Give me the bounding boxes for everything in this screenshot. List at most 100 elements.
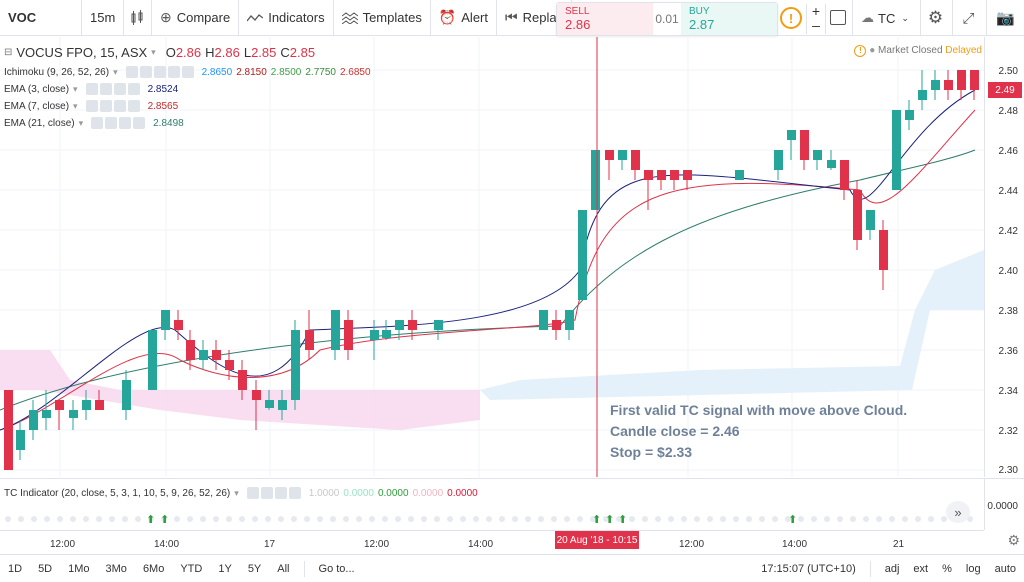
tc-indicator-pane[interactable]: TC Indicator (20, close, 5, 3, 1, 10, 5,… [0, 478, 984, 530]
signal-arrow-icon: ⬆ [605, 513, 614, 526]
indicator-axis[interactable]: 0.0000 [984, 478, 1024, 530]
fullscreen-arrows-icon[interactable]: ⤢ [952, 0, 984, 36]
scroll-to-realtime-button[interactable]: » [946, 501, 970, 523]
eye-icon[interactable] [85, 100, 98, 112]
settings-icon[interactable] [99, 100, 112, 112]
add-icon[interactable] [113, 100, 126, 112]
remove-icon[interactable] [127, 83, 140, 95]
indicator-controls[interactable] [85, 83, 140, 95]
range-5d[interactable]: 5D [38, 562, 53, 575]
format-icon[interactable] [274, 487, 287, 499]
indicator-controls[interactable] [85, 100, 140, 112]
warning-icon[interactable]: ! [854, 45, 867, 57]
indicator-controls[interactable] [91, 117, 146, 129]
adj-toggle[interactable]: adj [884, 562, 900, 575]
clock-display[interactable]: 17:15:07 (UTC+10) [761, 562, 856, 575]
interval-button[interactable]: 15m [82, 0, 124, 36]
format-icon[interactable] [153, 66, 166, 78]
indicator-controls[interactable] [246, 487, 301, 499]
camera-snapshot-icon[interactable]: 📷 [986, 0, 1024, 36]
auto-toggle[interactable]: auto [994, 562, 1016, 575]
range-5y[interactable]: 5Y [247, 562, 262, 575]
remove-icon[interactable] [133, 117, 146, 129]
ema7-legend[interactable]: EMA (7, close) ▾ 2.8565 [4, 100, 178, 112]
info-warning-icon[interactable]: ! [780, 7, 802, 29]
tc-dots-svg: ⬆ ⬆ ⬆ ⬆ ⬆ ⬆ [5, 513, 973, 526]
price-axis[interactable]: 2.50 2.48 2.46 2.44 2.42 2.40 2.38 2.36 … [984, 37, 1024, 477]
candle-body [238, 370, 247, 390]
candle-body [199, 350, 208, 360]
compare-button[interactable]: ⊕ Compare [152, 0, 240, 36]
settings-icon[interactable] [260, 487, 273, 499]
chevron-down-icon[interactable]: ▾ [151, 47, 156, 57]
remove-icon[interactable] [288, 487, 301, 499]
sell-button[interactable]: SELL 2.86 [557, 3, 653, 35]
remove-icon[interactable] [127, 100, 140, 112]
indicators-button[interactable]: Indicators [239, 0, 334, 36]
range-6mo[interactable]: 6Mo [142, 562, 165, 575]
buy-button[interactable]: BUY 2.87 [681, 3, 777, 35]
chevron-down-icon[interactable]: ▾ [234, 487, 239, 498]
templates-button[interactable]: Templates [334, 0, 431, 36]
crosshair-time-label: 20 Aug '18 - 10:15 [555, 531, 639, 549]
candle-body [578, 210, 587, 300]
indicator-controls[interactable] [125, 66, 194, 78]
chart-type-button[interactable] [124, 0, 152, 36]
settings-icon[interactable] [139, 66, 152, 78]
eye-icon[interactable] [91, 117, 104, 129]
time-axis[interactable]: 12:00 14:00 17 12:00 14:00 12:00 14:00 2… [0, 530, 984, 554]
time-settings-icon[interactable]: ⚙ [1007, 532, 1020, 548]
candle-body [82, 400, 91, 410]
ichimoku-legend[interactable]: Ichimoku (9, 26, 52, 26) ▾ 2.8650 2.8150… [4, 66, 371, 78]
add-icon[interactable] [119, 117, 132, 129]
collapse-icon[interactable]: ⊟ [4, 47, 13, 58]
main-chart-pane[interactable]: ⊟ VOCUS FPO, 15, ASX ▾ O2.86 H2.86 L2.85… [0, 37, 984, 477]
signal-arrow-icon: ⬆ [592, 513, 601, 526]
candle-body [305, 330, 314, 350]
time-tick: 14:00 [782, 539, 808, 550]
range-1d[interactable]: 1D [8, 562, 23, 575]
eye-icon[interactable] [246, 487, 259, 499]
signal-dot [83, 516, 89, 522]
fullscreen-square-icon[interactable] [830, 10, 846, 25]
settings-icon[interactable] [99, 83, 112, 95]
tc-indicator-legend[interactable]: TC Indicator (20, close, 5, 3, 1, 10, 5,… [4, 487, 478, 499]
range-all[interactable]: All [277, 562, 290, 575]
range-1y[interactable]: 1Y [218, 562, 232, 575]
last-price-label: 2.49 [988, 82, 1022, 98]
ema21-legend[interactable]: EMA (21, close) ▾ 2.8498 [4, 117, 184, 129]
settings-icon[interactable] [105, 117, 118, 129]
signal-arrow-icon: ⬆ [160, 513, 169, 526]
eye-icon[interactable] [85, 83, 98, 95]
eye-icon[interactable] [125, 66, 138, 78]
range-ytd[interactable]: YTD [180, 562, 203, 575]
candle-body [618, 150, 627, 160]
range-1mo[interactable]: 1Mo [68, 562, 90, 575]
range-3mo[interactable]: 3Mo [105, 562, 127, 575]
tc-layout-button[interactable]: ☁ TC ⌄ [852, 0, 917, 36]
price-tick: 2.42 [998, 226, 1018, 237]
price-tick: 2.48 [998, 106, 1018, 117]
add-icon[interactable] [113, 83, 126, 95]
chevron-down-icon[interactable]: ▾ [78, 117, 84, 128]
percent-toggle[interactable]: % [942, 562, 952, 575]
chevron-down-icon[interactable]: ▾ [73, 100, 78, 111]
qty-stepper[interactable]: + – [806, 4, 826, 34]
chevron-down-icon[interactable]: ▾ [113, 66, 118, 77]
indicator-tick: 0.0000 [987, 501, 1018, 512]
chevron-down-icon[interactable]: ▾ [73, 83, 78, 94]
candle-body [278, 400, 287, 410]
log-toggle[interactable]: log [965, 562, 981, 575]
ema3-legend[interactable]: EMA (3, close) ▾ 2.8524 [4, 83, 178, 95]
annotation-text[interactable]: First valid TC signal with move above Cl… [610, 400, 907, 463]
ext-toggle[interactable]: ext [913, 562, 929, 575]
symbol-search[interactable]: VOC [0, 0, 82, 36]
signal-dot [746, 516, 752, 522]
signal-dot [837, 516, 843, 522]
signal-dot [187, 516, 193, 522]
remove-icon[interactable] [181, 66, 194, 78]
add-icon[interactable] [167, 66, 180, 78]
settings-gear-icon[interactable]: ⚙ [920, 0, 950, 36]
alert-button[interactable]: ⏰ Alert [431, 0, 497, 36]
goto-button[interactable]: Go to... [318, 562, 355, 575]
